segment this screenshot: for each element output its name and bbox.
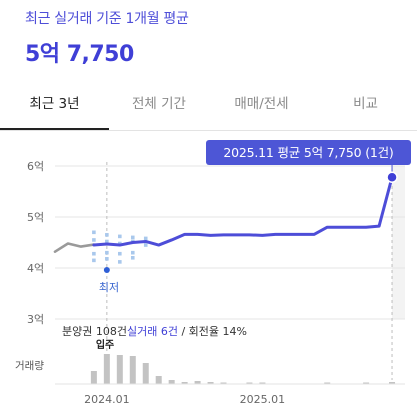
transaction-dot bbox=[143, 236, 148, 241]
transaction-dot bbox=[118, 241, 122, 246]
transaction-dot bbox=[92, 238, 96, 242]
volume-bar bbox=[220, 382, 227, 384]
lowest-label: 최저 bbox=[99, 281, 119, 294]
volume-bar bbox=[324, 382, 331, 384]
presale-price-line bbox=[53, 242, 96, 253]
y-tick-label: 4억 bbox=[27, 262, 44, 275]
transaction-dot bbox=[130, 250, 135, 255]
price-subtitle: 최근 실거래 기준 1개월 평균 bbox=[25, 11, 189, 27]
turnover: / 회전율 14% bbox=[178, 325, 247, 338]
transaction-dot bbox=[92, 230, 96, 235]
x-tick-label: 2025.01 bbox=[240, 393, 286, 406]
transaction-dot bbox=[105, 239, 109, 244]
move-in-label: 입주 bbox=[96, 338, 114, 351]
volume-bar bbox=[90, 371, 97, 384]
price-tooltip: 2025.11 평균 5억 7,750 (1건) bbox=[206, 140, 411, 165]
tab-label: 매매/전세 bbox=[234, 96, 289, 112]
transaction-dot bbox=[118, 234, 122, 239]
actual-price-line bbox=[92, 175, 394, 247]
volume-bar bbox=[142, 363, 149, 384]
volume-bar bbox=[389, 382, 396, 384]
volume-bar bbox=[168, 380, 175, 384]
transaction-dot bbox=[118, 251, 122, 256]
transaction-dot bbox=[130, 235, 135, 240]
tab-label: 최근 3년 bbox=[29, 96, 80, 112]
volume-bar bbox=[181, 382, 188, 384]
trade-count: 실거래 6건 bbox=[127, 325, 178, 338]
volume-bar bbox=[129, 356, 136, 384]
transaction-dot bbox=[105, 250, 109, 255]
x-tick-label: 2024.01 bbox=[84, 393, 130, 406]
supply-count: 분양권 108건 bbox=[62, 325, 127, 338]
active-tab-indicator bbox=[0, 128, 109, 130]
volume-bar bbox=[259, 382, 266, 384]
volume-bar bbox=[116, 355, 123, 384]
lowest-point bbox=[103, 267, 110, 274]
tab-compare[interactable]: 비교 bbox=[314, 86, 417, 130]
volume-bar bbox=[103, 354, 110, 384]
transaction-dot bbox=[105, 233, 109, 237]
volume-bar bbox=[207, 382, 214, 384]
transaction-dot bbox=[105, 257, 109, 261]
volume-label: 거래량 bbox=[15, 360, 44, 372]
volume-bar bbox=[194, 381, 201, 384]
y-tick-label: 6억 bbox=[27, 160, 44, 173]
volume-bar bbox=[246, 382, 253, 384]
transaction-dot bbox=[92, 258, 96, 263]
latest-point bbox=[386, 171, 398, 183]
future-shade bbox=[392, 166, 405, 319]
tab-sale-jeonse[interactable]: 매매/전세 bbox=[209, 86, 314, 130]
tab-all-period[interactable]: 전체 기간 bbox=[109, 86, 209, 130]
volume-bar bbox=[363, 382, 370, 384]
header: 최근 실거래 기준 1개월 평균 5억 7,750 bbox=[25, 8, 189, 68]
tab-label: 전체 기간 bbox=[132, 96, 186, 112]
average-price: 5억 7,750 bbox=[25, 42, 134, 67]
tab-recent-3-years[interactable]: 최근 3년 bbox=[0, 86, 109, 130]
y-tick-label: 3억 bbox=[27, 313, 44, 326]
y-tick-label: 5억 bbox=[27, 211, 44, 224]
transaction-dot bbox=[92, 251, 96, 256]
transaction-dot bbox=[118, 260, 122, 264]
volume-bar bbox=[155, 376, 162, 384]
period-tabs: 최근 3년 전체 기간 매매/전세 비교 bbox=[0, 86, 417, 131]
transaction-dot bbox=[143, 243, 148, 247]
tab-label: 비교 bbox=[353, 96, 378, 112]
trade-info: 분양권 108건실거래 6건 / 회전율 14% bbox=[62, 325, 247, 338]
transaction-dot bbox=[130, 256, 135, 260]
